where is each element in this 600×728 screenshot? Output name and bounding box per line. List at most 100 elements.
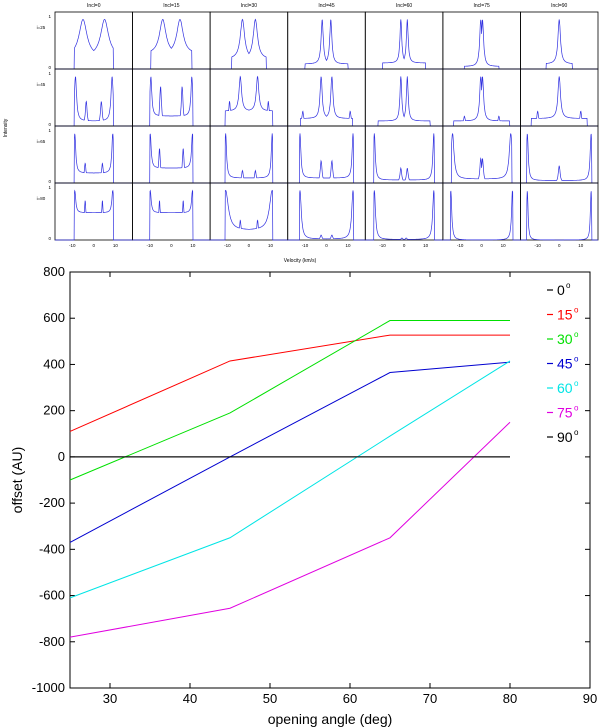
x-tick-label: 60 xyxy=(343,691,357,706)
y-tick-label: 0 xyxy=(48,122,51,127)
legend-degree-15: o xyxy=(574,306,579,315)
y-tick-label: 1 xyxy=(48,71,51,76)
y-tick-label: 0 xyxy=(48,236,51,241)
subplot-frame xyxy=(54,125,133,184)
y-tick-label: 1 xyxy=(48,185,51,190)
subplot-frame xyxy=(364,68,444,127)
subplot-frame xyxy=(54,11,133,70)
spectrum-line-r0-c3 xyxy=(287,19,366,70)
x-tick-label: 10 xyxy=(190,243,196,248)
y-tick-label: 400 xyxy=(43,356,65,371)
x-tick-label: 90 xyxy=(583,691,597,706)
spectrum-line-r2-c1 xyxy=(132,133,211,184)
legend-label-45: 45 xyxy=(557,356,573,372)
spectrum-line-r2-c0 xyxy=(55,133,133,184)
x-tick-label: 0 xyxy=(480,243,483,248)
column-title: Incl=90 xyxy=(551,3,567,9)
subplot-frame xyxy=(364,11,444,70)
x-tick-label: 50 xyxy=(263,691,277,706)
x-tick-label: 10 xyxy=(501,243,507,248)
series-line-15 xyxy=(69,334,510,432)
y-tick-label: 0 xyxy=(48,65,51,70)
x-tick-label: -10 xyxy=(147,243,154,248)
subplot-frame xyxy=(287,68,366,127)
series-line-30 xyxy=(69,320,510,481)
series-line-45 xyxy=(69,361,511,543)
y-tick-label: 600 xyxy=(43,310,65,325)
subplot-frame xyxy=(54,68,133,127)
subplot-frame xyxy=(209,182,289,241)
x-axis-label: opening angle (deg) xyxy=(268,711,393,727)
column-title: Incl=15 xyxy=(163,3,179,9)
legend-degree-75: o xyxy=(574,404,579,413)
y-tick-label: 1 xyxy=(48,14,51,19)
legend-label-75: 75 xyxy=(557,405,573,421)
y-tick-label: -800 xyxy=(39,634,65,649)
subplot-frame xyxy=(520,182,599,241)
series-line-75 xyxy=(69,421,511,638)
subplot-frame xyxy=(54,182,133,241)
legend-degree-45: o xyxy=(574,355,579,364)
x-tick-label: -10 xyxy=(457,243,464,248)
spectrum-line-r2-c6 xyxy=(520,133,598,184)
spectrum-line-r2-c4 xyxy=(365,133,443,184)
x-tick-label: 10 xyxy=(113,243,119,248)
y-tick-label: 0 xyxy=(58,449,65,464)
x-tick-label: -10 xyxy=(534,243,541,248)
column-title: Incl=30 xyxy=(241,3,257,9)
x-tick-label: 0 xyxy=(325,243,328,248)
legend-label-60: 60 xyxy=(557,380,573,396)
spectrum-line-r3-c2 xyxy=(210,189,288,241)
row-label: i=25 xyxy=(37,25,46,30)
legend-degree-90: o xyxy=(574,428,579,437)
x-tick-label: 0 xyxy=(403,243,406,248)
legend-label-30: 30 xyxy=(557,331,573,347)
x-axis-label: Velocity (km/s) xyxy=(284,258,317,264)
y-tick-label: -1000 xyxy=(32,680,65,695)
column-title: Incl=0 xyxy=(87,3,101,9)
spectrum-line-r0-c2 xyxy=(210,18,288,70)
column-title: Incl=60 xyxy=(396,3,412,9)
legend-label-15: 15 xyxy=(557,307,573,323)
spectrum-line-r1-c5 xyxy=(442,76,521,127)
series-line-60 xyxy=(69,360,511,599)
y-axis-label: Intensity xyxy=(3,118,9,137)
spectrum-line-r2-c2 xyxy=(210,133,288,184)
spectrum-line-r0-c6 xyxy=(520,19,598,70)
x-tick-label: 30 xyxy=(103,691,117,706)
subplot-frame xyxy=(132,68,211,127)
spectrum-line-r2-c3 xyxy=(287,133,366,184)
y-tick-label: -600 xyxy=(39,588,65,603)
subplot-frame xyxy=(132,182,211,241)
spectrum-line-r3-c0 xyxy=(55,189,133,241)
spectrum-line-r3-c3 xyxy=(287,190,366,241)
spectrum-line-r1-c6 xyxy=(520,76,598,127)
x-tick-label: 0 xyxy=(558,243,561,248)
legend-label-0: 0 xyxy=(557,282,565,298)
subplot-frame xyxy=(520,125,599,184)
legend-degree-30: o xyxy=(574,330,579,339)
row-label: i=65 xyxy=(37,139,46,144)
spectrum-line-r0-c0 xyxy=(55,19,133,70)
spectrum-line-r3-c4 xyxy=(365,190,443,241)
subplot-frame xyxy=(209,125,289,184)
spectrum-line-r1-c3 xyxy=(287,76,366,127)
x-tick-label: 10 xyxy=(268,243,274,248)
subplot-frame xyxy=(132,11,211,70)
row-label: i=45 xyxy=(37,82,46,87)
spectrum-line-r3-c5 xyxy=(442,190,521,241)
spectrum-line-r1-c1 xyxy=(132,76,211,127)
x-tick-label: -10 xyxy=(69,243,76,248)
plot-frame xyxy=(69,271,591,689)
legend-degree-0: o xyxy=(566,281,571,290)
y-tick-label: -400 xyxy=(39,541,65,556)
x-tick-label: -10 xyxy=(224,243,231,248)
x-tick-label: 80 xyxy=(503,691,517,706)
spectrum-line-r0-c4 xyxy=(365,19,443,70)
x-tick-label: 10 xyxy=(578,243,584,248)
x-tick-label: 10 xyxy=(346,243,352,248)
legend-label-90: 90 xyxy=(557,429,573,445)
x-tick-label: 10 xyxy=(423,243,429,248)
subplot-frame xyxy=(442,68,521,127)
